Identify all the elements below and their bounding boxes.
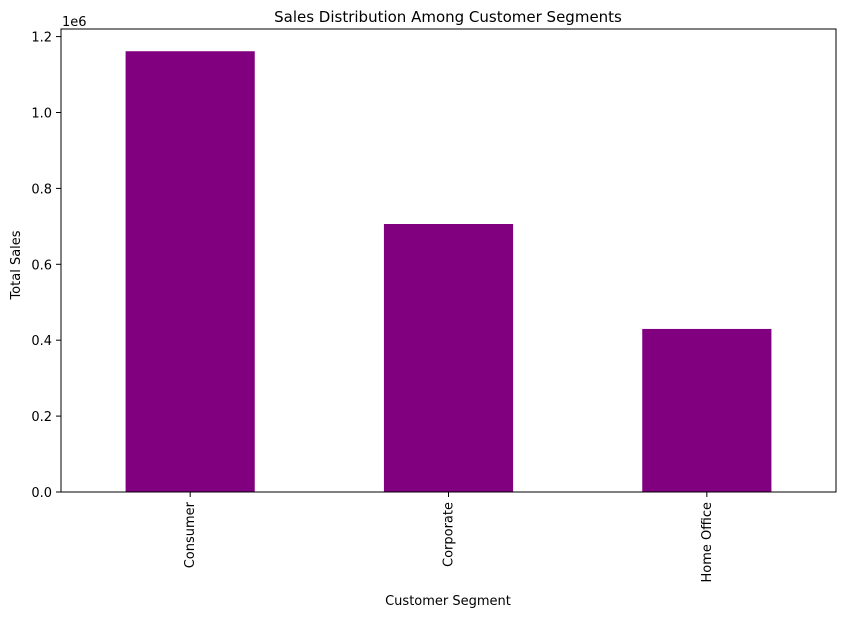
x-tick-label: Consumer (183, 501, 198, 568)
bars-group (125, 51, 772, 492)
x-tick-label: Corporate (442, 502, 457, 567)
x-axis-label: Customer Segment (385, 594, 511, 609)
y-tick-label: 0.4 (31, 334, 52, 349)
plot-area-frame (60, 28, 837, 493)
y-tick-label: 0.2 (31, 410, 52, 425)
bar-home-office (642, 328, 772, 492)
y-tick-label: 1.0 (31, 106, 52, 121)
y-tick-label: 0.6 (31, 258, 52, 273)
x-tick-label: Home Office (700, 502, 715, 582)
x-axis-ticks: Consumer Corporate Home Office (183, 492, 715, 582)
y-axis-label: Total Sales (9, 230, 24, 300)
y-axis-offset-label: 1e6 (62, 15, 87, 30)
y-tick-label: 0.0 (31, 486, 52, 501)
bar-corporate (383, 224, 514, 492)
chart-title: Sales Distribution Among Customer Segmen… (274, 8, 622, 26)
bar-consumer (125, 51, 255, 492)
y-axis-ticks: 0.0 0.2 0.4 0.6 0.8 1.0 1.2 (31, 31, 61, 501)
y-tick-label: 1.2 (31, 31, 52, 46)
y-tick-label: 0.8 (31, 182, 52, 197)
